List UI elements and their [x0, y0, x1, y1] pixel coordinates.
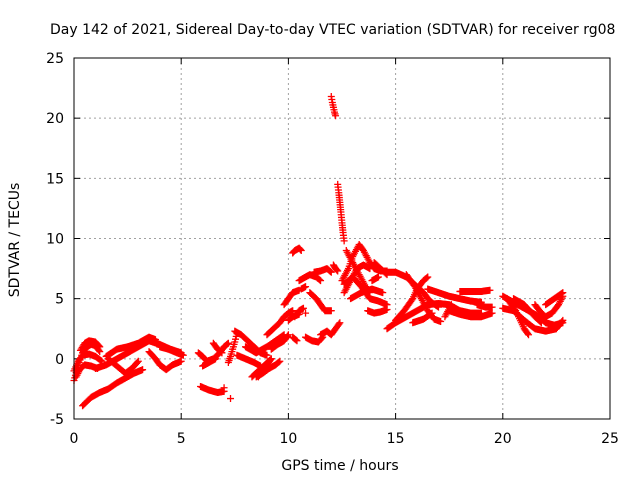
- tick-labels: 0 5 10 15 20 25 -5 0 5 10 15 20 25: [46, 51, 619, 447]
- data-point: [133, 358, 141, 366]
- data-point: [267, 355, 275, 363]
- plot-frame: [73, 57, 611, 420]
- data-point: [96, 343, 104, 351]
- data-point: [95, 342, 103, 350]
- data-point: [423, 274, 431, 282]
- data-point: [332, 112, 340, 120]
- y-tick-label: 5: [55, 292, 64, 308]
- data-point: [302, 309, 310, 317]
- data-point: [284, 331, 292, 339]
- data-point: [275, 358, 283, 366]
- data-point: [383, 305, 391, 313]
- data-point: [151, 336, 159, 344]
- data-point: [263, 351, 271, 359]
- data-point: [297, 246, 305, 254]
- data-point: [558, 289, 566, 297]
- y-tick-label: 20: [46, 111, 64, 127]
- x-tick-label: 15: [387, 431, 405, 447]
- data-point: [299, 304, 307, 312]
- data-point: [525, 331, 533, 339]
- data-points: [70, 93, 567, 410]
- data-point: [437, 318, 445, 326]
- data-point: [177, 357, 185, 365]
- data-point: [434, 303, 442, 311]
- data-point: [218, 349, 226, 357]
- data-point: [536, 318, 544, 326]
- data-point: [134, 357, 142, 365]
- data-point: [97, 357, 105, 365]
- data-point: [266, 356, 274, 364]
- x-tick-label: 25: [601, 431, 619, 447]
- data-point: [296, 245, 304, 253]
- data-point: [336, 319, 344, 327]
- data-point: [139, 366, 147, 374]
- data-point: [537, 319, 545, 327]
- data-point: [179, 351, 187, 359]
- y-tick-label: 15: [46, 171, 64, 187]
- x-tick-label: 0: [70, 431, 79, 447]
- y-tick-label: 10: [46, 232, 64, 248]
- data-point: [297, 247, 305, 255]
- data-point: [428, 309, 436, 317]
- data-point: [334, 267, 342, 275]
- data-point: [427, 310, 435, 318]
- data-point: [434, 302, 442, 310]
- y-tick-label: 0: [55, 352, 64, 368]
- data-point: [284, 332, 292, 340]
- data-point: [276, 357, 284, 365]
- x-tick-label: 10: [279, 431, 297, 447]
- data-point: [374, 273, 382, 281]
- data-point: [326, 267, 334, 275]
- data-point: [488, 309, 496, 317]
- y-tick-label: -5: [50, 412, 64, 428]
- data-point: [302, 283, 310, 291]
- data-point: [486, 286, 494, 294]
- data-point: [327, 268, 335, 276]
- data-point: [220, 384, 228, 392]
- data-point: [293, 337, 301, 345]
- data-point: [335, 320, 343, 328]
- data-point: [340, 237, 348, 245]
- x-tick-label: 5: [177, 431, 186, 447]
- data-point: [366, 265, 374, 273]
- y-tick-label: 25: [46, 51, 64, 67]
- x-axis-label: GPS time / hours: [281, 458, 398, 474]
- data-point: [488, 303, 496, 311]
- grid-lines: [74, 58, 610, 419]
- data-point: [524, 330, 532, 338]
- data-point: [332, 265, 340, 273]
- data-point: [558, 318, 566, 326]
- x-tick-label: 20: [494, 431, 512, 447]
- data-point: [212, 355, 220, 363]
- data-point: [289, 307, 297, 315]
- data-point: [292, 336, 300, 344]
- data-point: [559, 289, 567, 297]
- data-point: [424, 273, 432, 281]
- data-point: [379, 289, 387, 297]
- data-point: [227, 395, 235, 403]
- data-point: [559, 316, 567, 324]
- data-point: [317, 277, 325, 285]
- data-point: [217, 348, 225, 356]
- data-point: [333, 266, 341, 274]
- data-point: [316, 276, 324, 284]
- data-point: [327, 307, 335, 315]
- y-axis-label: SDTVAR / TECUs: [7, 183, 23, 298]
- data-point: [224, 339, 232, 347]
- chart-title: Day 142 of 2021, Sidereal Day-to-day VTE…: [50, 22, 615, 38]
- data-point: [224, 340, 232, 348]
- data-point: [447, 301, 455, 309]
